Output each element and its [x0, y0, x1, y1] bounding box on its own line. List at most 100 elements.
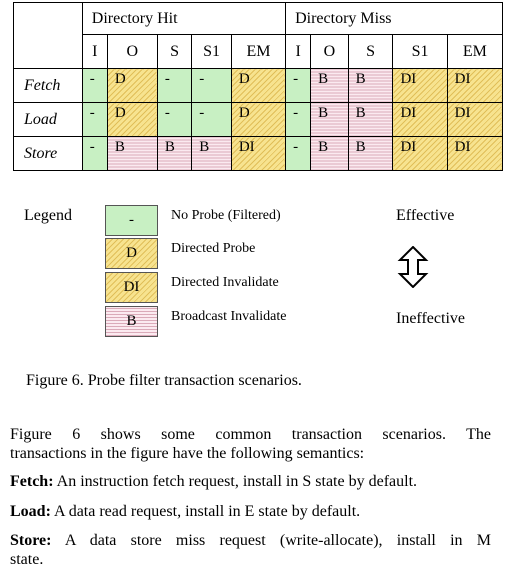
cell-value: B — [199, 139, 210, 155]
cell-value: - — [89, 139, 95, 155]
cell-value: - — [164, 71, 170, 87]
table-cell: - — [285, 102, 312, 137]
store-line1: Store: A data store miss request (write-… — [10, 531, 491, 550]
load-term: Load: — [10, 503, 51, 520]
table-cell: DI — [446, 136, 504, 171]
state-header-row: I O S S1 EM I O S S1 EM — [14, 34, 504, 69]
table-cell: B — [191, 136, 232, 171]
cell-value: - — [293, 71, 299, 87]
table-cell: DI — [392, 102, 448, 137]
cell-value: D — [238, 71, 250, 87]
table-cell: DI — [392, 68, 448, 103]
state-header-miss-em: EM — [446, 34, 504, 69]
group-header-row: Directory Hit Directory Miss — [13, 2, 503, 69]
table-cell: - — [81, 136, 108, 171]
cell-value: DI — [400, 139, 417, 155]
cell-value: - — [164, 105, 170, 121]
table-cell: - — [156, 68, 193, 103]
table-cell: DI — [446, 68, 504, 103]
cell-value: - — [293, 105, 299, 121]
table-cell: - — [191, 102, 232, 137]
double-arrow-icon — [397, 246, 429, 288]
legend-label: No Probe (Filtered) — [171, 208, 281, 223]
cell-value: B — [164, 139, 175, 155]
cell-value: B — [114, 139, 125, 155]
table-cell: B — [156, 136, 193, 171]
table-row-load: Load - D - - D - B B DI DI — [13, 102, 504, 137]
paragraph-store: Store: A data store miss request (write-… — [10, 531, 491, 569]
store-description: A data store miss request (write-allocat… — [51, 532, 491, 549]
state-header-miss-o: O — [310, 34, 349, 69]
legend-swatch: DI — [105, 272, 158, 303]
state-header-miss-i: I — [285, 34, 312, 69]
cell-value: B — [355, 71, 366, 87]
cell-value: DI — [454, 139, 471, 155]
cell-value: B — [318, 105, 329, 121]
cell-value: - — [89, 71, 95, 87]
table-cell: B — [347, 136, 394, 171]
table-cell: - — [156, 102, 193, 137]
table-cell: B — [310, 68, 349, 103]
ineffective-label: Ineffective — [396, 310, 465, 327]
load-description: A data read request, install in E state … — [50, 503, 361, 520]
table-cell: DI — [446, 102, 504, 137]
cell-value: B — [318, 71, 329, 87]
legend-swatch: D — [105, 238, 158, 269]
group-header-directory-hit: Directory Hit — [81, 2, 287, 35]
state-header-miss-s1: S1 — [392, 34, 448, 69]
table-row-store: Store - B B B DI - B B DI DI — [13, 136, 504, 171]
cell-value: DI — [400, 71, 417, 87]
paragraph-intro: Figure 6 shows some common transaction s… — [10, 425, 491, 463]
row-label: Store — [13, 136, 83, 171]
paragraph-fetch: Fetch: An instruction fetch request, ins… — [10, 472, 491, 491]
fetch-description: An instruction fetch request, install in… — [53, 473, 418, 490]
table-cell: - — [191, 68, 232, 103]
cell-value: DI — [454, 105, 471, 121]
table-cell: DI — [230, 136, 287, 171]
state-header-miss-s: S — [347, 34, 394, 69]
state-header-hit-o: O — [106, 34, 158, 69]
legend-title: Legend — [24, 207, 72, 224]
table-cell: D — [106, 68, 158, 103]
row-label: Fetch — [13, 68, 83, 103]
cell-value: - — [199, 105, 205, 121]
legend-label: Broadcast Invalidate — [171, 309, 287, 324]
legend-swatch: B — [105, 306, 158, 337]
legend-label: Directed Invalidate — [171, 275, 279, 290]
table-cell: - — [285, 136, 312, 171]
group-header-directory-miss: Directory Miss — [285, 2, 503, 35]
cell-value: DI — [400, 105, 417, 121]
probe-filter-table: Directory Hit Directory Miss I O S S1 EM I O S S… — [13, 2, 504, 171]
table-row-fetch: Fetch - D - - D - B B DI DI — [13, 68, 504, 103]
cell-value: - — [293, 139, 299, 155]
store-line2: state. — [10, 551, 44, 568]
corner-cell — [13, 2, 83, 69]
cell-value: B — [318, 139, 329, 155]
cell-value: D — [114, 71, 126, 87]
cell-value: D — [238, 105, 250, 121]
fetch-term: Fetch: — [10, 473, 54, 490]
state-header-hit-i: I — [81, 34, 108, 69]
paragraph-intro-line1: Figure 6 shows some common transaction s… — [10, 426, 491, 443]
cell-value: DI — [454, 71, 471, 87]
cell-value: DI — [238, 139, 255, 155]
table-cell: B — [347, 102, 394, 137]
table-cell: B — [106, 136, 158, 171]
cell-value: - — [199, 71, 205, 87]
state-header-hit-em: EM — [230, 34, 287, 69]
cell-value: B — [355, 139, 366, 155]
legend-label: Directed Probe — [171, 241, 256, 256]
cell-value: B — [355, 105, 366, 121]
table-cell: D — [106, 102, 158, 137]
paragraph-load: Load: A data read request, install in E … — [10, 502, 491, 521]
effective-label: Effective — [396, 207, 455, 224]
table-cell: B — [310, 102, 349, 137]
row-label: Load — [13, 102, 83, 137]
table-cell: - — [285, 68, 312, 103]
table-cell: D — [230, 102, 287, 137]
cell-value: D — [114, 105, 126, 121]
state-header-hit-s1: S1 — [191, 34, 232, 69]
legend-swatch: - — [105, 205, 158, 236]
store-term: Store: — [10, 532, 52, 549]
